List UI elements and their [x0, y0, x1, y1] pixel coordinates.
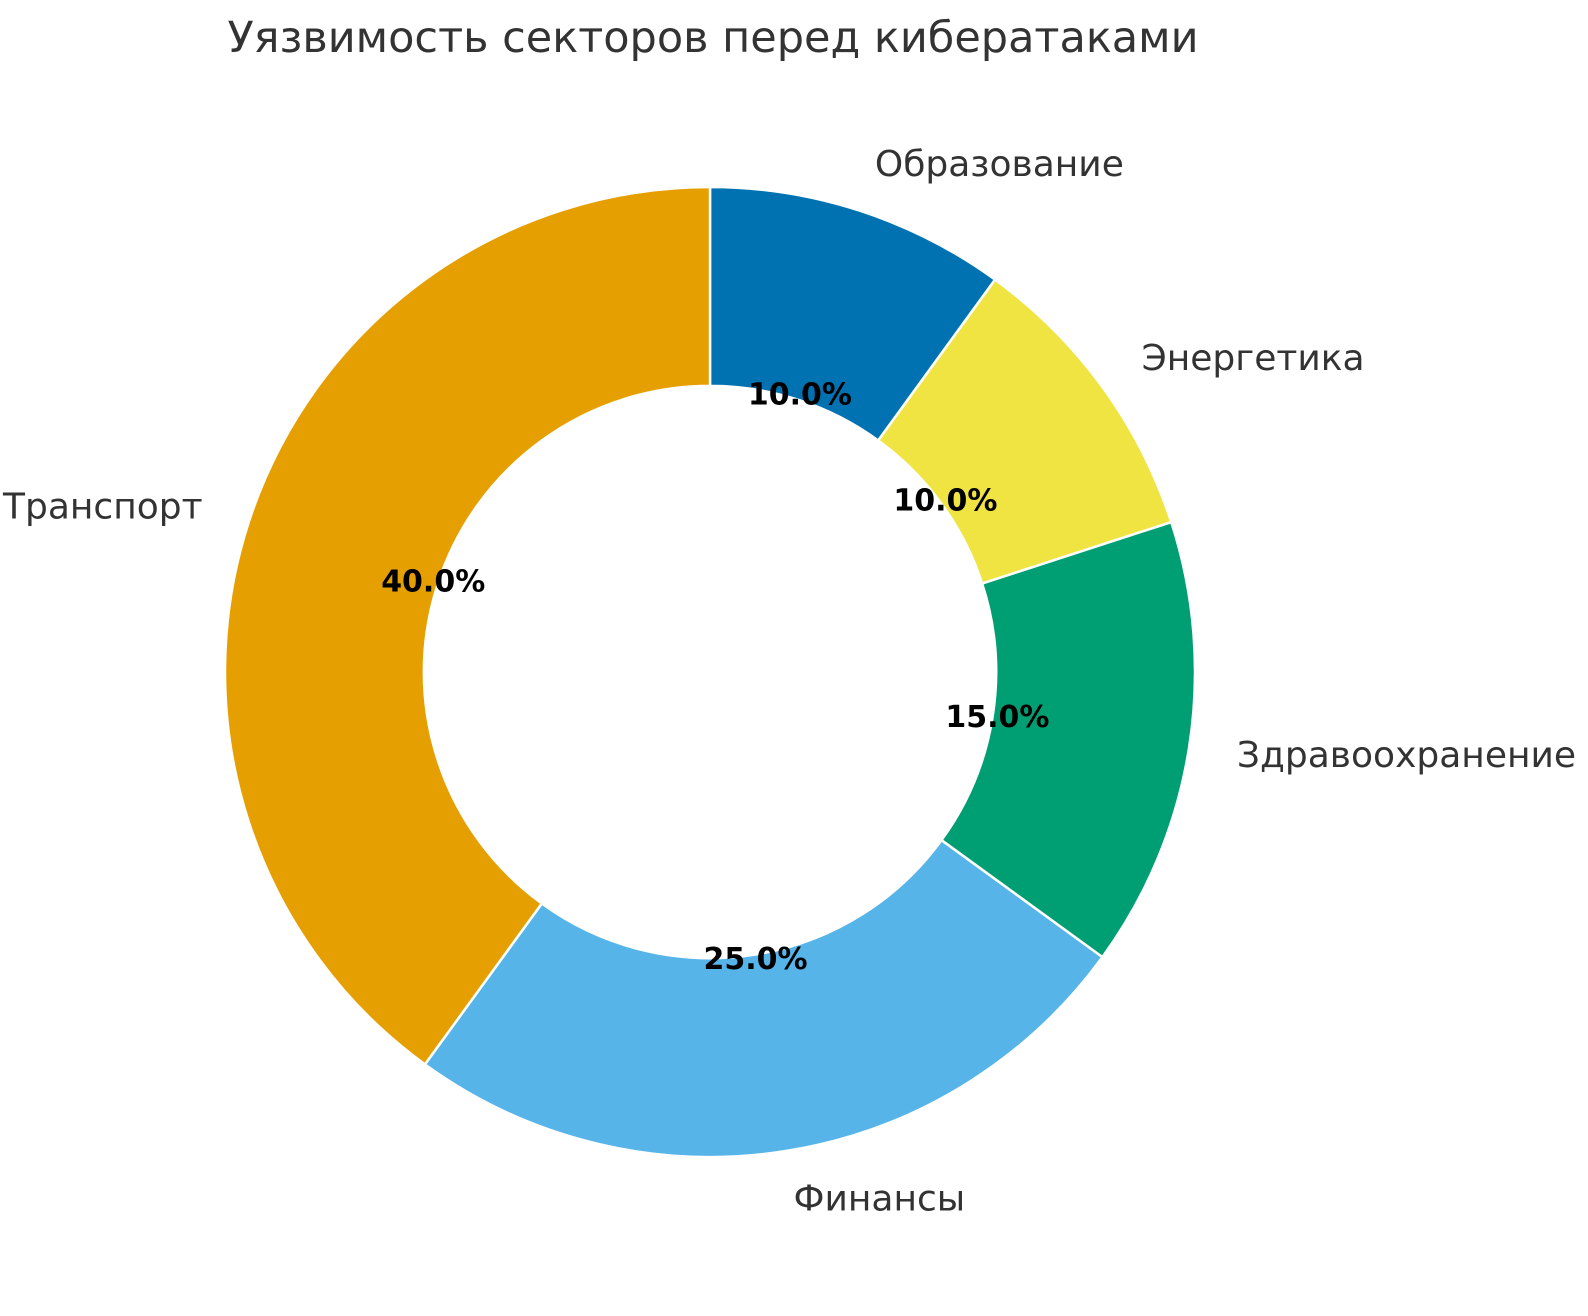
percent-label-2: 10.0%: [893, 483, 997, 518]
pie-slice-4: [423, 838, 1104, 1159]
category-label-2: Энергетика: [1142, 338, 1365, 379]
percent-label-4: 25.0%: [703, 942, 807, 977]
category-label-5: Транспорт: [2, 487, 203, 528]
category-label-1: Образование: [875, 144, 1124, 185]
percent-labels: 10.0% 10.0% 15.0% 25.0% 40.0%: [381, 378, 1049, 977]
pie-slice-5: [223, 185, 712, 1066]
category-label-3: Здравоохранение: [1237, 735, 1576, 776]
category-label-4: Финансы: [793, 1178, 965, 1219]
percent-label-5: 40.0%: [381, 565, 485, 600]
percent-label-3: 15.0%: [945, 700, 1049, 735]
chart-title: Уязвимость секторов перед кибератаками: [227, 13, 1198, 63]
pie-slice-3: [940, 520, 1197, 959]
percent-label-1: 10.0%: [748, 378, 852, 413]
category-labels: Образование Энергетика Здравоохранение Фина…: [2, 144, 1576, 1219]
donut-slices: [223, 185, 1197, 1159]
